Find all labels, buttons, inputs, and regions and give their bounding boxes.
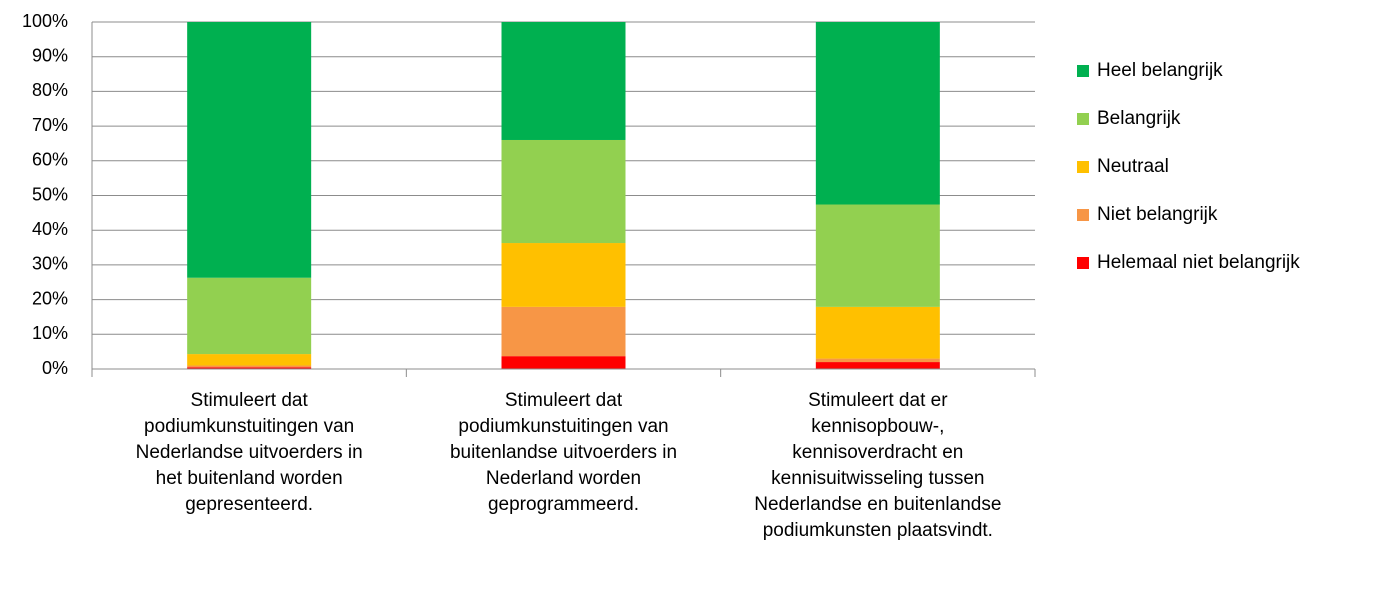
y-tick-label: 40% bbox=[32, 219, 68, 239]
bar-segment bbox=[501, 22, 626, 140]
legend-swatch bbox=[1077, 65, 1089, 77]
legend-label: Belangrijk bbox=[1097, 108, 1181, 129]
legend-label: Helemaal niet belangrijk bbox=[1097, 252, 1300, 273]
y-tick-label: 100% bbox=[22, 11, 68, 31]
bar-segment bbox=[187, 277, 312, 355]
bar-segment bbox=[501, 243, 626, 307]
bar-segment bbox=[815, 362, 940, 369]
y-tick-label: 50% bbox=[32, 184, 68, 204]
bar-segment bbox=[501, 356, 626, 369]
legend-swatch bbox=[1077, 113, 1089, 125]
legend-swatch bbox=[1077, 161, 1089, 173]
y-tick-label: 60% bbox=[32, 150, 68, 170]
y-tick-label: 90% bbox=[32, 45, 68, 65]
y-tick-label: 20% bbox=[32, 288, 68, 308]
x-tick-label: Stimuleert dat podiumkunstuitingen van N… bbox=[135, 390, 363, 515]
legend-swatch bbox=[1077, 209, 1089, 221]
y-tick-label: 10% bbox=[32, 323, 68, 343]
legend-label: Heel belangrijk bbox=[1097, 60, 1223, 81]
x-tick-label: Stimuleert dat er kennisopbouw-, kenniso… bbox=[754, 390, 1002, 541]
bar-segment bbox=[501, 306, 626, 357]
y-tick-label: 70% bbox=[32, 115, 68, 135]
bar-segment bbox=[187, 367, 312, 369]
y-tick-label: 80% bbox=[32, 80, 68, 100]
bar-segment bbox=[187, 22, 312, 278]
bar-segment bbox=[187, 354, 312, 366]
bar-segment bbox=[815, 22, 940, 205]
y-tick-label: 30% bbox=[32, 254, 68, 274]
y-tick-label: 0% bbox=[42, 358, 68, 378]
legend-label: Niet belangrijk bbox=[1097, 204, 1218, 225]
x-tick-label: Stimuleert dat podiumkunstuitingen van b… bbox=[449, 390, 678, 515]
legend-swatch bbox=[1077, 257, 1089, 269]
bar-segment bbox=[187, 365, 312, 368]
bar-segment bbox=[815, 358, 940, 363]
legend-label: Neutraal bbox=[1097, 156, 1169, 177]
bar-segment bbox=[815, 204, 940, 307]
bar-segment bbox=[815, 306, 940, 359]
bar-segment bbox=[501, 139, 626, 244]
